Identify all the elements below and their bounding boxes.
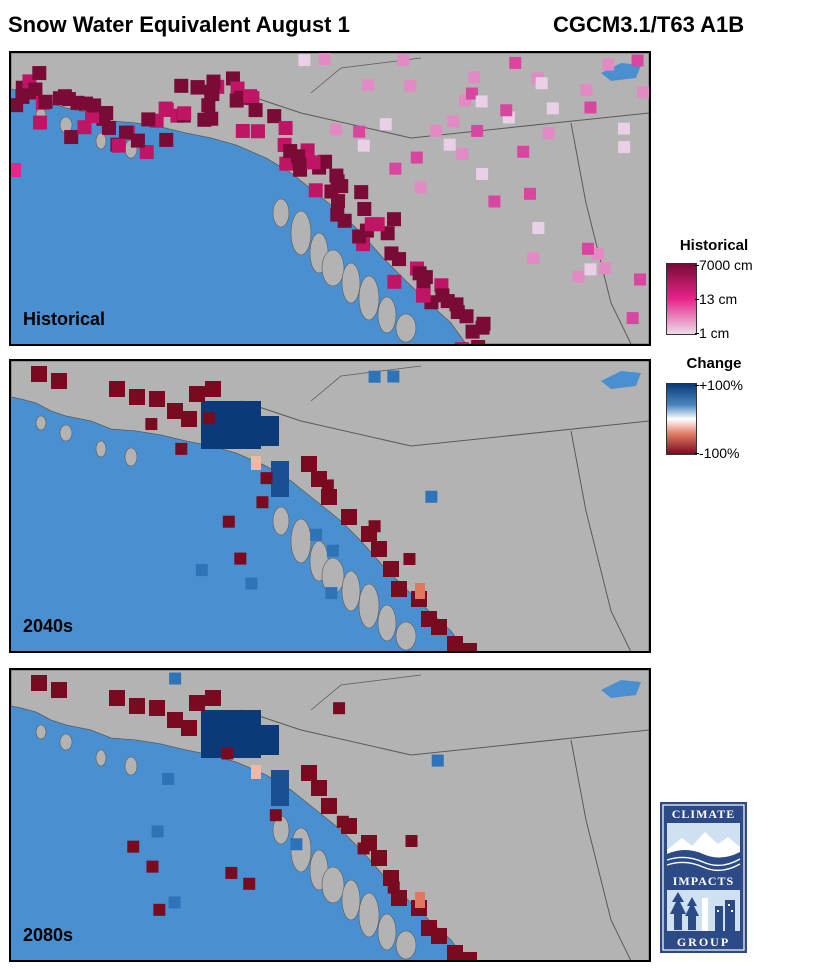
logo-text-mid: IMPACTS <box>673 874 734 888</box>
map-panel-2040s: 2040s <box>9 359 651 653</box>
change-cells <box>31 672 477 960</box>
panel-label-historical: Historical <box>23 309 106 329</box>
model-scenario-label: CGCM3.1/T63 A1B <box>553 12 745 37</box>
2040s-map-svg <box>11 361 649 651</box>
2080s-map-svg <box>11 670 649 960</box>
snow-cells <box>11 53 649 344</box>
legend-tick-minus: -100% <box>694 445 740 461</box>
change-colorbar <box>666 383 697 455</box>
climate-impacts-group-logo: CLIMATE IMPACTS GROUP <box>660 802 747 953</box>
historical-map-svg <box>11 53 649 344</box>
logo-text-top: CLIMATE <box>672 807 735 821</box>
legend-tick-min: 1 cm <box>694 325 730 341</box>
legend-tick-plus: +100% <box>695 377 743 393</box>
map-title: Snow Water Equivalent August 1 <box>8 12 350 37</box>
legend-change-title: Change <box>686 355 742 372</box>
legend-tick-mid: 13 cm <box>694 291 738 307</box>
map-panel-historical: Historical <box>9 51 651 346</box>
legend-historical-title: Historical <box>679 237 749 254</box>
legend-historical: Historical 7000 cm 13 cm 1 cm <box>666 237 826 347</box>
change-cells <box>31 366 477 651</box>
legend-change: Change +100% -100% <box>666 355 826 465</box>
panel-label-2040s: 2040s <box>23 616 74 636</box>
panel-label-2080s: 2080s <box>23 925 74 945</box>
map-panel-2080s: 2080s <box>9 668 651 962</box>
logo-text-bottom: GROUP <box>677 935 730 949</box>
historical-colorbar <box>666 263 697 335</box>
legend-tick-max: 7000 cm <box>695 257 753 273</box>
